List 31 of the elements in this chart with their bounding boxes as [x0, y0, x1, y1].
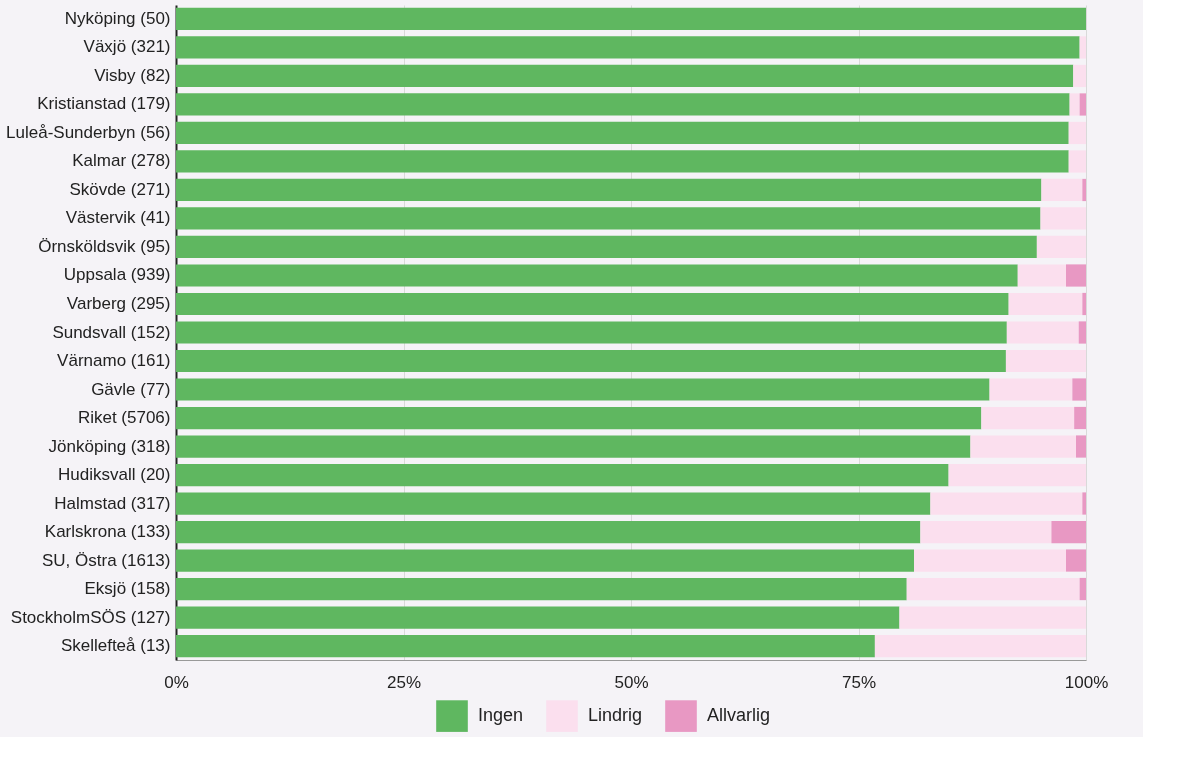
y-tick-label: Eksjö (158)	[84, 579, 171, 599]
y-tick-label: Västervik (41)	[65, 208, 171, 228]
y-tick-label: Jönköping (318)	[48, 436, 171, 456]
y-tick-label: Varberg (295)	[66, 294, 171, 313]
y-tick-label: Riket (5706)	[77, 408, 171, 428]
y-tick-label: Kristianstad (179)	[37, 94, 171, 114]
y-tick-label: Gävle (77)	[91, 379, 171, 399]
y-tick-label: StockholmSÖS (127)	[10, 607, 171, 627]
y-tick-label: Kalmar (278)	[72, 151, 171, 171]
y-tick-label: Örnsköldsvik (95)	[38, 236, 171, 256]
y-tick-label: Skövde (271)	[69, 179, 171, 199]
legend-label: Lindrig	[588, 705, 643, 726]
x-tick-label: 100%	[1064, 672, 1109, 692]
y-tick-label: Skellefteå (13)	[60, 636, 171, 656]
y-tick-label: Uppsala (939)	[63, 265, 171, 285]
x-tick-label: 25%	[386, 672, 422, 692]
y-tick-label: Nyköping (50)	[64, 8, 171, 28]
y-tick-label: Växjö (321)	[83, 37, 171, 57]
y-tick-label: Halmstad (317)	[54, 493, 171, 513]
y-tick-label: Sundsvall (152)	[52, 322, 171, 342]
y-tick-label: Luleå-Sunderbyn (56)	[6, 122, 171, 142]
x-tick-label: 0%	[164, 672, 189, 692]
y-tick-label: Hudiksvall (20)	[58, 465, 171, 485]
y-tick-label: Visby (82)	[94, 65, 171, 85]
y-tick-label: Karlskrona (133)	[44, 522, 171, 542]
x-tick-label: 75%	[841, 672, 877, 692]
y-tick-label: Värnamo (161)	[57, 351, 171, 370]
legend-label: Ingen	[478, 705, 524, 726]
legend-label: Allvarlig	[707, 705, 771, 726]
x-tick-label: 50%	[614, 672, 649, 692]
y-tick-label: SU, Östra (1613)	[42, 550, 171, 570]
